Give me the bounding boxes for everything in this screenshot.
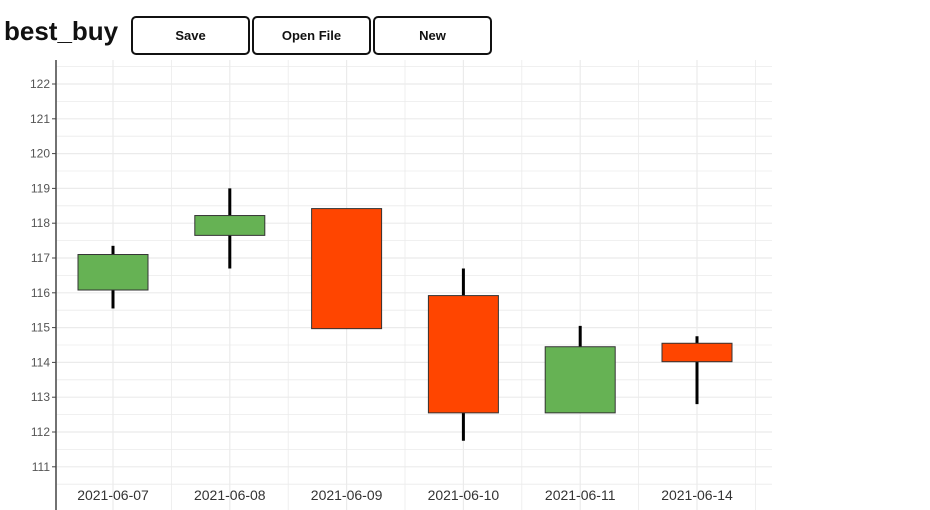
candle-body-down bbox=[661, 342, 733, 363]
x-tick-label: 2021-06-11 bbox=[545, 487, 616, 503]
y-tick-label: 116 bbox=[31, 286, 50, 300]
y-tick-label: 122 bbox=[30, 77, 50, 91]
y-tick-label: 121 bbox=[30, 112, 50, 126]
candlestick-chart: 111 112 113 114 115 116 117 118 119 120 121 122 2021… bbox=[0, 60, 930, 510]
open-file-button[interactable]: Open File bbox=[252, 16, 371, 55]
candle-body-up bbox=[77, 254, 149, 291]
candle-body-down bbox=[427, 295, 499, 414]
candle-body-up bbox=[544, 346, 616, 414]
x-tick-label: 2021-06-09 bbox=[311, 487, 383, 503]
grid-lines bbox=[56, 60, 772, 510]
y-tick-label: 114 bbox=[31, 355, 50, 369]
y-tick-label: 119 bbox=[31, 181, 50, 195]
y-tick-label: 113 bbox=[31, 390, 50, 404]
x-tick-label: 2021-06-14 bbox=[661, 487, 733, 503]
y-tick-label: 112 bbox=[31, 425, 50, 439]
axes bbox=[52, 60, 57, 510]
candle-body-down bbox=[311, 208, 383, 330]
y-tick-label: 120 bbox=[30, 147, 50, 161]
candles bbox=[77, 188, 733, 441]
y-tick-label: 118 bbox=[31, 216, 50, 230]
app-title: best_buy bbox=[4, 16, 119, 46]
y-tick-label: 111 bbox=[32, 460, 51, 474]
x-tick-label: 2021-06-07 bbox=[77, 487, 149, 503]
y-tick-label: 115 bbox=[31, 321, 50, 335]
chart-svg: 111 112 113 114 115 116 117 118 119 120 121 122 2021… bbox=[30, 60, 772, 510]
candle-body-up bbox=[194, 215, 266, 236]
new-button[interactable]: New bbox=[373, 16, 492, 55]
toolbar: Save Open File New bbox=[131, 16, 492, 55]
y-tick-label: 117 bbox=[31, 251, 50, 265]
save-button[interactable]: Save bbox=[131, 16, 250, 55]
x-tick-label: 2021-06-10 bbox=[428, 487, 500, 503]
x-tick-label: 2021-06-08 bbox=[194, 487, 266, 503]
axis-labels: 111 112 113 114 115 116 117 118 119 120 121 122 2021… bbox=[30, 77, 733, 503]
